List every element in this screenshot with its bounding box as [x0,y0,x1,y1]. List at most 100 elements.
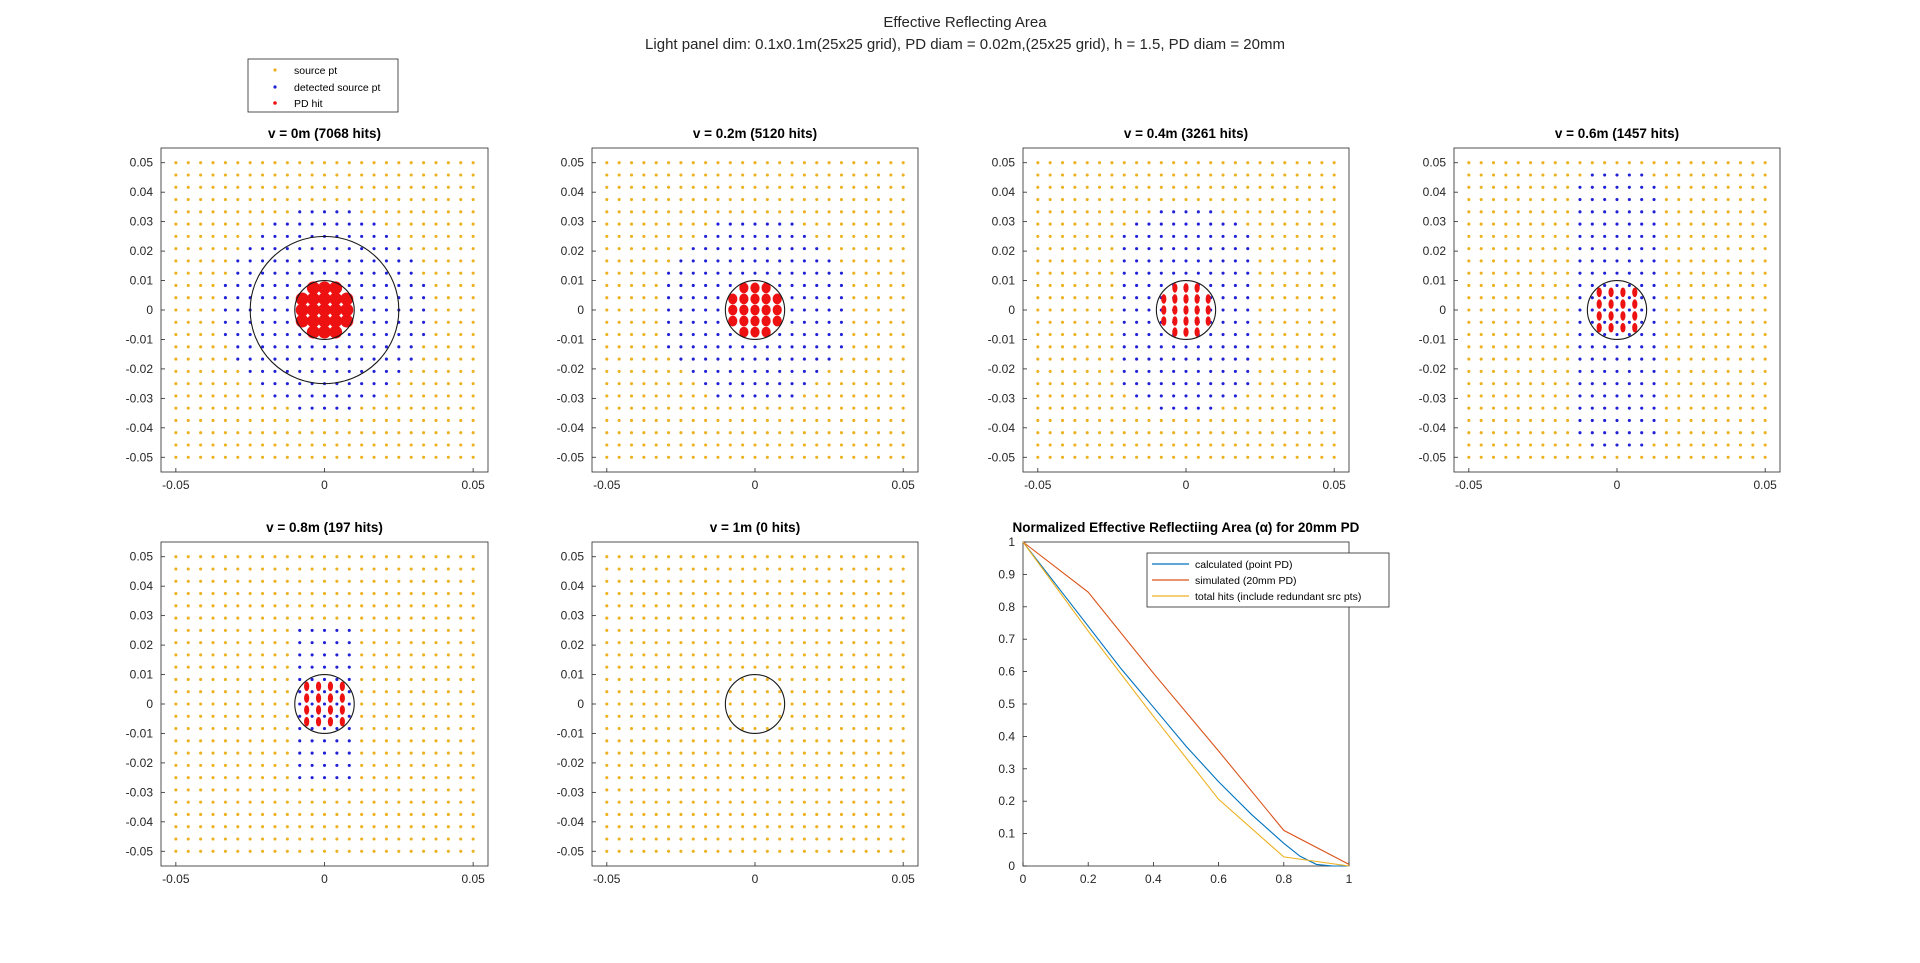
detected-source-point [384,296,388,300]
source-point [223,259,227,263]
source-point [704,788,708,792]
source-point [199,382,203,386]
detected-source-point [802,296,806,300]
source-point [384,455,388,459]
source-point [1738,431,1743,435]
source-point [889,283,893,288]
source-point [1467,271,1471,275]
source-point [876,714,881,718]
source-point [679,690,683,694]
source-point [1258,406,1262,410]
source-point [1060,394,1065,398]
source-point [446,283,450,288]
source-point [629,431,634,435]
pd-hit-point [1620,299,1626,309]
detected-source-point [802,271,806,275]
subplot-5: v = 0.8m (197 hits)-0.05 0 0.050.050.040.0… [126,520,489,886]
source-point [691,579,695,583]
source-point [1541,443,1545,447]
source-point [864,308,868,312]
source-point [716,616,720,620]
source-point [1233,197,1237,202]
detected-source-point [1578,185,1582,189]
source-point [1578,161,1582,165]
source-point [901,271,905,275]
source-point [815,161,819,165]
source-point [335,418,339,423]
detected-source-point [1627,234,1631,238]
detected-source-point [1221,222,1225,226]
source-point [372,763,376,767]
source-point [790,197,794,202]
detected-source-point [236,320,240,324]
detected-source-point [1147,357,1151,361]
source-point [397,173,401,177]
source-point [1295,357,1299,361]
source-point [654,283,658,288]
source-point [654,849,658,853]
source-point [236,812,240,817]
detected-source-point [347,739,351,743]
source-point [691,763,695,767]
source-point [471,369,475,373]
detected-source-point [273,222,277,226]
detected-source-point [347,382,351,386]
source-point [1726,210,1730,214]
source-point [384,591,388,596]
source-point [322,616,327,620]
source-point [1048,173,1052,177]
source-point [236,567,240,571]
pd-hit-point [761,282,771,294]
source-point [1529,185,1533,189]
source-point [1060,222,1065,226]
detected-source-point [335,702,339,706]
detected-source-point [1122,234,1126,238]
source-point [248,222,252,226]
source-point [1320,394,1324,398]
source-point [889,210,893,214]
source-point [174,665,178,669]
source-point [360,751,364,755]
source-point [728,665,732,669]
detected-source-point [384,308,388,312]
source-point [1073,332,1077,337]
source-point [1578,443,1582,447]
source-point [360,726,364,731]
source-point [372,788,376,792]
source-point [1467,418,1471,423]
source-point [199,825,203,829]
source-point [397,579,401,583]
source-point [434,455,438,459]
source-point [236,555,240,559]
source-point [1714,406,1718,410]
source-point [1467,234,1471,238]
source-point [446,726,450,731]
source-point [409,714,413,718]
source-point [1714,382,1718,386]
source-point [852,714,856,718]
source-point [852,812,856,817]
source-point [1295,308,1299,312]
detected-source-point [827,283,831,288]
source-point [223,406,227,410]
source-point [1553,247,1557,251]
source-point [1332,382,1336,386]
y-tick-label: 0.5 [998,697,1015,711]
source-point [471,443,475,447]
y-tick-label: 0.03 [992,215,1016,229]
source-point [1677,406,1681,410]
source-point [852,726,856,731]
source-point [642,653,646,657]
detected-source-point [1578,296,1582,300]
source-point [654,677,658,682]
source-point [827,555,831,559]
y-tick-label: 0.7 [998,632,1015,646]
source-point [1060,332,1065,337]
source-point [901,751,905,755]
source-point [335,591,339,596]
source-point [1603,161,1607,165]
detected-source-point [790,308,794,312]
source-point [409,247,413,251]
y-tick-label: -0.04 [988,421,1016,435]
source-point [211,234,215,238]
